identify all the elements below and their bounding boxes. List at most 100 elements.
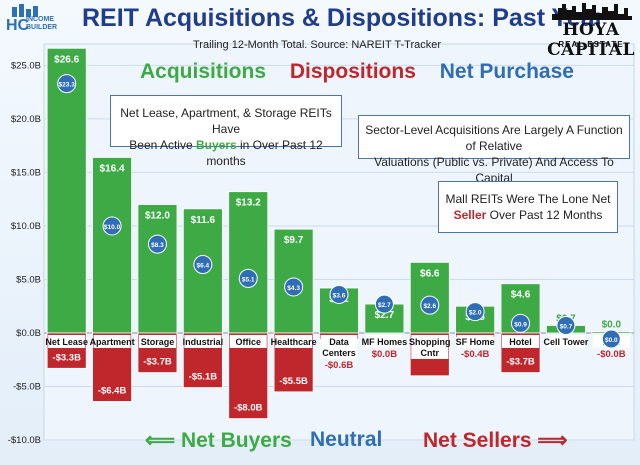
legend-net-buyers: ⟸ Net Buyers	[145, 429, 292, 452]
category-label: Industrial	[183, 337, 224, 347]
annotation-buyers-line1: Net Lease, Apartment, & Storage REITs Ha…	[120, 106, 332, 136]
y-tick-label: $10.0B	[11, 221, 41, 232]
net-purchase-marker	[147, 234, 167, 254]
disposition-value-label: -$0.4B	[461, 349, 490, 360]
disposition-value-label: -$6.4B	[98, 385, 127, 396]
y-tick-label: -$5.0B	[13, 381, 41, 392]
annotation-buyers-line2: Been Active Buyers in Over Past 12 month…	[111, 137, 341, 169]
legend-dispositions: Dispositions	[289, 60, 416, 83]
category-label: Net Lease	[45, 337, 88, 347]
acquisition-value-label: $2.7	[375, 310, 395, 321]
net-purchase-marker	[420, 295, 440, 315]
disposition-value-label: -$5.1B	[189, 372, 218, 383]
net-purchase-marker	[374, 294, 394, 314]
category-label: Apartment	[90, 337, 135, 347]
net-purchase-marker	[238, 268, 258, 288]
net-purchase-value-label: $3.6	[333, 292, 346, 299]
category-label-bg	[320, 334, 358, 359]
net-purchase-value-label: $23.3	[59, 82, 76, 89]
net-purchase-value-label: $2.6	[423, 303, 436, 310]
legend-net-sellers: Net Sellers ⟹	[423, 429, 568, 452]
y-tick-label: $15.0B	[11, 167, 41, 178]
acquisition-value-label: $9.7	[284, 235, 304, 246]
y-tick-label: -$10.0B	[8, 435, 41, 446]
disposition-value-label: $0.0B	[372, 349, 397, 360]
category-label: MF Homes	[362, 337, 408, 347]
disposition-value-label: -$0.0B	[597, 349, 626, 360]
acquisition-value-label: $13.2	[236, 198, 261, 209]
logo-income-builder-text: INCOME BUILDER	[26, 16, 58, 31]
annotation-valuations-line1: Sector-Level Acquisitions Are Largely A …	[365, 123, 623, 153]
net-purchase-marker	[284, 277, 304, 297]
legend-top: Acquisitions Dispositions Net Purchase	[140, 60, 574, 84]
net-purchase-value-label: $5.1	[242, 276, 255, 283]
acquisition-value-label: $16.4	[100, 163, 125, 174]
annotation-mall-seller: Mall REITs Were The Lone Net Seller Over…	[438, 181, 618, 233]
acquisition-value-label: $0.0	[602, 320, 622, 331]
category-label-bg	[48, 334, 86, 348]
hoya-logo-name: HOYA CAPITAL	[547, 20, 635, 60]
category-label-bg	[93, 334, 131, 348]
acquisition-value-label: $11.6	[191, 215, 216, 226]
category-label-bg	[275, 334, 313, 348]
net-purchase-value-label: $0.7	[560, 323, 573, 330]
net-purchase-marker	[511, 313, 531, 333]
net-purchase-value-label: $2.0	[469, 310, 482, 317]
hoya-logo-sub: REAL ESTATE	[558, 40, 624, 49]
disposition-value-label: -$3.7B	[143, 357, 172, 368]
category-label-bg	[138, 334, 176, 348]
disposition-value-label: -$8.0B	[234, 403, 263, 414]
category-label-bg	[184, 334, 222, 348]
category-label-bg	[229, 334, 267, 348]
category-label: Shopping	[409, 337, 451, 347]
net-purchase-marker	[329, 284, 349, 304]
disposition-value-label: -$5.5B	[279, 376, 308, 387]
y-tick-label: $20.0B	[11, 114, 41, 125]
category-label: Healthcare	[271, 337, 317, 347]
acquisition-value-label: $4.6	[511, 290, 531, 301]
acquisition-value-label: $12.0	[145, 211, 170, 222]
category-label-bg	[456, 334, 494, 348]
legend-neutral: Neutral	[310, 428, 383, 451]
income-builder-logo: HC INCOME BUILDER	[6, 3, 68, 43]
annotation-buyers-em: Buyers	[195, 138, 237, 152]
acquisition-bar	[46, 47, 87, 334]
category-label: Data	[329, 337, 350, 347]
acquisition-bar	[228, 191, 269, 334]
net-purchase-marker	[465, 302, 485, 322]
net-purchase-marker	[601, 329, 621, 349]
net-purchase-marker	[57, 74, 77, 94]
legend-acquisitions: Acquisitions	[140, 60, 267, 83]
net-purchase-marker	[556, 315, 576, 335]
category-label: SF Home	[456, 337, 495, 347]
net-purchase-marker	[102, 216, 122, 236]
net-purchase-value-label: $2.7	[378, 302, 391, 309]
acquisition-value-label: $26.6	[54, 54, 79, 65]
category-label: Cntr	[421, 348, 440, 358]
y-tick-label: $0.0B	[16, 328, 41, 339]
acquisition-bar	[137, 204, 178, 334]
annotation-mall-line1: Mall REITs Were The Lone Net	[445, 192, 611, 206]
disposition-value-label: -$3.7B	[506, 357, 535, 368]
category-label: Cell Tower	[544, 337, 589, 347]
annotation-valuations: Sector-Level Acquisitions Are Largely A …	[358, 115, 630, 185]
disposition-value-label: -$0.6B	[325, 360, 354, 371]
category-label: Hotel	[509, 337, 532, 347]
y-tick-label: $25.0B	[11, 60, 41, 71]
net-purchase-value-label: $8.3	[151, 242, 164, 249]
category-label: Storage	[141, 337, 175, 347]
category-label: Office	[235, 337, 261, 347]
acquisition-value-label: $6.6	[420, 268, 440, 279]
legend-net-purchase: Net Purchase	[439, 60, 574, 83]
building-icon	[12, 4, 38, 17]
logo-hc-text: HC	[6, 17, 30, 34]
category-label-bg	[547, 334, 585, 348]
hoya-capital-logo: HOYA CAPITAL REAL ESTATE	[546, 2, 636, 60]
annotation-mall-post: Over Past 12 Months	[486, 208, 603, 222]
category-label: Centers	[322, 348, 356, 358]
net-purchase-value-label: $0.0	[605, 337, 618, 344]
annotation-mall-line2: Seller Over Past 12 Months	[439, 207, 617, 223]
chart-subtitle: Trailing 12-Month Total. Source: NAREIT …	[193, 39, 441, 51]
annotation-buyers-post: in Over Past 12 months	[206, 138, 323, 168]
